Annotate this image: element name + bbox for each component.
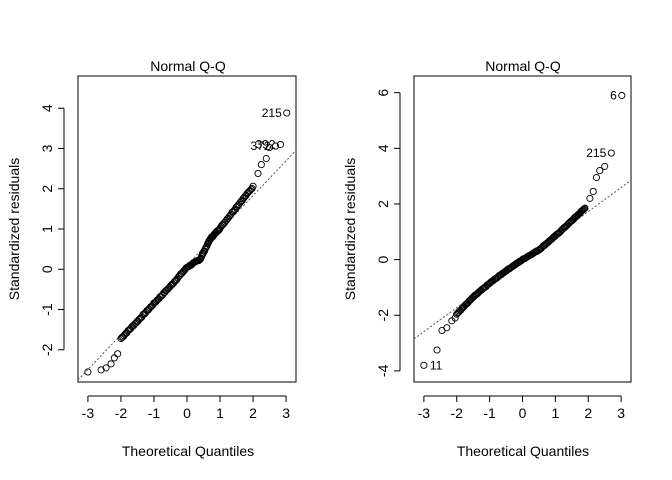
y-tick-label: 4 — [375, 144, 391, 152]
y-tick-label: 0 — [39, 265, 55, 273]
data-point — [586, 194, 594, 202]
x-tick-label: 2 — [249, 405, 257, 421]
x-tick-label: -2 — [115, 405, 128, 421]
data-point — [592, 173, 601, 182]
x-tick-label: -3 — [418, 405, 431, 421]
x-tick-label: 3 — [282, 405, 290, 421]
chart-title: Normal Q-Q — [485, 58, 561, 74]
data-point — [579, 206, 587, 214]
data-point — [589, 187, 597, 195]
data-point — [114, 350, 122, 358]
y-tick-label: 4 — [39, 104, 55, 112]
point-label: 215 — [586, 146, 606, 160]
reference-line — [77, 150, 297, 381]
y-axis: -4 -2 0 2 4 6 — [375, 89, 401, 377]
data-point — [283, 109, 291, 117]
data-point — [580, 205, 588, 213]
x-tick-label: 1 — [551, 405, 559, 421]
data-point — [607, 149, 615, 157]
data-point — [249, 182, 257, 190]
data-point — [276, 140, 285, 148]
y-tick-label: -2 — [39, 343, 55, 356]
data-point — [257, 161, 265, 169]
x-tick-label: -2 — [451, 405, 464, 421]
qq-panel-left: Normal Q-Q -3 -2 -1 0 1 2 3 -2 -1 0 1 2 3 4 215 39237… — [6, 58, 297, 459]
x-tick-label: 0 — [183, 405, 191, 421]
point-label: 372 — [250, 139, 270, 153]
x-tick-label: -1 — [483, 405, 496, 421]
data-points: 6 215 11 — [420, 88, 626, 372]
point-label: 392 — [255, 137, 275, 151]
data-point — [102, 364, 110, 372]
data-point — [601, 162, 609, 170]
y-tick-label: -2 — [375, 309, 391, 322]
y-axis: -2 -1 0 1 2 3 4 — [39, 104, 65, 356]
y-tick-label: 1 — [39, 225, 55, 233]
x-tick-label: 1 — [216, 405, 224, 421]
point-label: 11 — [430, 358, 443, 372]
y-tick-label: 0 — [375, 255, 391, 263]
data-point — [266, 144, 274, 152]
data-point — [618, 91, 626, 100]
reference-line — [413, 179, 632, 340]
point-label: 215 — [262, 106, 282, 120]
data-point — [596, 167, 604, 175]
y-tick-label: -4 — [375, 364, 391, 377]
y-tick-label: 6 — [375, 89, 391, 97]
data-point — [581, 204, 589, 212]
x-tick-label: 2 — [584, 405, 592, 421]
x-axis-label: Theoretical Quantiles — [457, 443, 589, 459]
data-point — [433, 346, 441, 354]
y-axis-label: Standardized residuals — [6, 158, 22, 300]
y-tick-label: 2 — [375, 200, 391, 208]
data-point — [110, 354, 118, 362]
x-tick-label: 3 — [617, 405, 625, 421]
x-tick-label: 0 — [519, 405, 527, 421]
x-axis: -3 -2 -1 0 1 2 3 — [418, 395, 625, 421]
x-axis-label: Theoretical Quantiles — [122, 443, 254, 459]
x-axis: -3 -2 -1 0 1 2 3 — [82, 395, 290, 421]
chart-title: Normal Q-Q — [150, 58, 226, 74]
point-label: 6 — [610, 88, 617, 102]
data-point — [254, 169, 262, 177]
y-axis-label: Standardized residuals — [342, 158, 358, 300]
x-tick-label: -1 — [148, 405, 161, 421]
data-point — [97, 366, 105, 374]
data-point — [84, 368, 92, 376]
x-tick-label: -3 — [82, 405, 95, 421]
y-tick-label: 2 — [39, 185, 55, 193]
qq-panel-right: Normal Q-Q -3 -2 -1 0 1 2 3 -4 -2 0 2 4 6 6 215 11 Th… — [342, 58, 632, 459]
data-point — [451, 314, 459, 322]
data-point — [107, 360, 115, 368]
data-point — [420, 361, 428, 369]
data-point — [262, 154, 270, 163]
data-point — [215, 226, 223, 234]
plot-frame — [77, 75, 297, 383]
plot-frame — [413, 75, 632, 383]
y-tick-label: -1 — [39, 303, 55, 316]
data-point — [579, 206, 588, 214]
data-point — [443, 324, 451, 332]
y-tick-label: 3 — [39, 144, 55, 152]
